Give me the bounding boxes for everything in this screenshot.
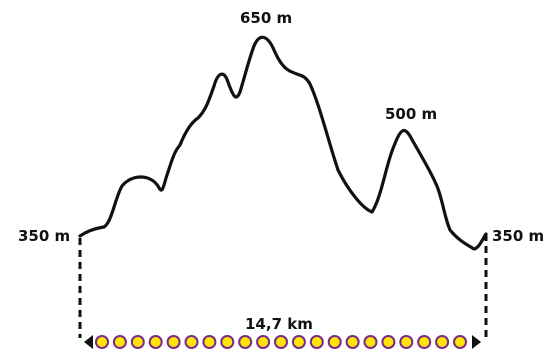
second-peak-elevation-label: 500 m [385, 105, 437, 123]
distance-dot [256, 335, 271, 349]
distance-dot [345, 335, 360, 349]
distance-dot [291, 335, 306, 349]
left-arrowhead-icon [84, 335, 93, 349]
distance-dot-row [95, 335, 467, 349]
right-arrowhead-icon [472, 335, 481, 349]
distance-dot [148, 335, 163, 349]
distance-dot [363, 335, 378, 349]
distance-dot [220, 335, 235, 349]
distance-dot [184, 335, 199, 349]
distance-dot [95, 335, 109, 349]
start-elevation-label: 350 m [18, 227, 70, 245]
distance-dot [399, 335, 414, 349]
distance-dot [309, 335, 324, 349]
distance-dot [417, 335, 432, 349]
distance-dot [130, 335, 145, 349]
distance-dot [166, 335, 181, 349]
distance-dot [435, 335, 450, 349]
distance-dot [238, 335, 253, 349]
distance-dot [327, 335, 342, 349]
distance-label: 14,7 km [245, 315, 313, 333]
peak-elevation-label: 650 m [240, 9, 292, 27]
distance-dot [202, 335, 217, 349]
distance-dot [381, 335, 396, 349]
end-elevation-label: 350 m [492, 227, 544, 245]
distance-dot [453, 335, 467, 349]
distance-dot [112, 335, 127, 349]
elevation-curve [78, 35, 488, 251]
distance-dot [274, 335, 288, 349]
